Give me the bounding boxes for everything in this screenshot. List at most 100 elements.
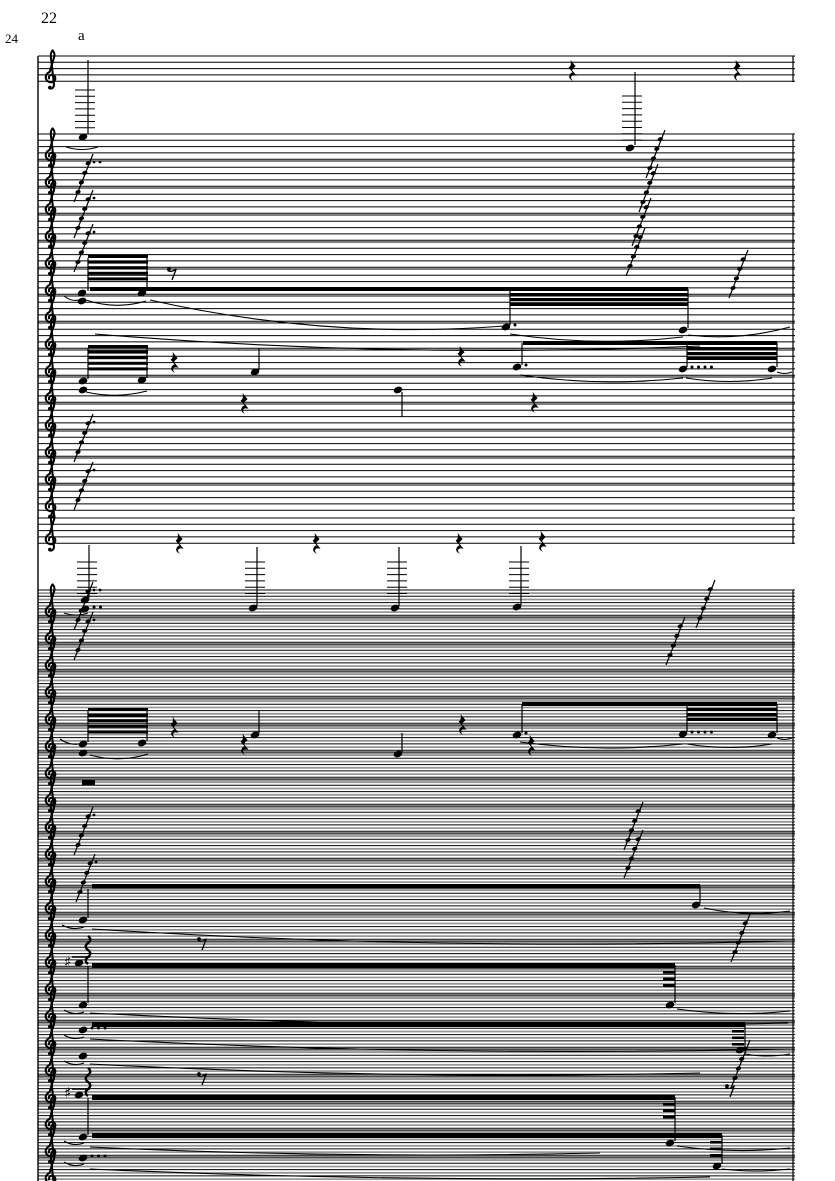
beam-stubs [710, 1141, 722, 1157]
grace-note-run [623, 829, 644, 879]
quarter-rest-icon [538, 531, 547, 552]
staff-lines [38, 589, 795, 616]
note-head [393, 750, 403, 758]
slur [89, 753, 149, 760]
note-head [137, 289, 147, 297]
slur [676, 1008, 791, 1015]
staff-shadow-lines [38, 808, 795, 836]
quarter-rest-icon [568, 60, 577, 81]
note-head [78, 1026, 107, 1034]
note-head [137, 739, 147, 747]
eighth-rest-icon [197, 937, 208, 951]
note-head [678, 365, 713, 373]
rehearsal-mark: a [78, 28, 85, 44]
beam-block [88, 255, 148, 281]
quarter-rest-icon [240, 734, 249, 755]
grace-note-run [638, 163, 659, 213]
eighth-rest-icon [167, 267, 178, 281]
arpeggio-icon [84, 1067, 92, 1097]
slur [703, 907, 791, 914]
slur [721, 1168, 791, 1172]
staff-shadow-lines [38, 619, 795, 647]
quarter-rest-icon [170, 717, 179, 738]
staff-lines [38, 832, 795, 859]
grace-note-run [75, 853, 98, 903]
slur [687, 326, 791, 338]
slur [519, 374, 684, 383]
eighth-rest-icon [197, 1072, 208, 1086]
staff-lines [38, 430, 795, 457]
note-head [78, 386, 88, 394]
staff-shadow-lines [38, 1024, 795, 1052]
staff-lines [38, 724, 795, 751]
note-head [77, 297, 87, 305]
quarter-rest-icon [240, 393, 249, 414]
quarter-rest-icon [312, 533, 321, 554]
beam-block [687, 347, 777, 360]
slur [61, 924, 85, 930]
note-head [248, 604, 258, 612]
note-head [501, 323, 517, 331]
grace-note-run [73, 461, 96, 511]
slur [85, 390, 148, 396]
grace-note-run [73, 413, 96, 463]
treble-clef-icon [44, 511, 57, 552]
note-head [74, 959, 84, 967]
quarter-rest-icon [455, 533, 464, 554]
quarter-rest-icon [170, 352, 179, 373]
quarter-rest-icon [527, 735, 536, 756]
beam-stubs [663, 971, 675, 987]
beam-block [687, 708, 777, 721]
staff-lines [38, 778, 795, 805]
grace-note-run [73, 611, 96, 661]
staff-lines [38, 55, 795, 82]
slur [519, 741, 684, 749]
staff-lines [38, 643, 795, 670]
slur [59, 738, 84, 745]
quarter-rest-icon [457, 346, 466, 367]
beam-stubs [663, 1103, 675, 1119]
staff-shadow-lines [38, 970, 795, 998]
eighth-rest-icon [725, 1084, 736, 1098]
staff-lines [38, 403, 795, 430]
staff-shadow-lines [38, 727, 795, 755]
beam-block [88, 708, 148, 734]
arpeggio-icon [84, 935, 92, 965]
staff-lines [38, 160, 795, 187]
tremolo-beam [92, 1133, 722, 1138]
note-head [512, 731, 528, 739]
note-head [78, 1154, 107, 1162]
sharp-icon: ♯ [64, 953, 71, 971]
tremolo-beam [522, 702, 777, 706]
staff-lines [38, 457, 795, 484]
slur [676, 1145, 791, 1152]
staff-shadow-lines [38, 889, 795, 917]
note-head [78, 133, 88, 141]
note-head [767, 731, 777, 739]
note-head [691, 901, 701, 909]
slur [63, 1161, 85, 1167]
note-head [665, 1139, 675, 1147]
slur [685, 377, 773, 383]
grace-note-run [728, 249, 749, 299]
slur [89, 1146, 601, 1156]
sharp-icon: ♯ [64, 1084, 71, 1102]
tremolo-beam [92, 963, 675, 968]
staff-lines [38, 805, 795, 832]
slur [686, 743, 773, 749]
note-head [393, 386, 403, 394]
whole-rest-icon [82, 780, 95, 785]
slur [63, 1009, 85, 1015]
note-head [77, 289, 87, 297]
staff-lines [38, 484, 795, 511]
staff-lines [38, 214, 795, 241]
beam-block [88, 345, 148, 371]
staff-shadow-lines [38, 1105, 795, 1133]
staff-lines [38, 751, 795, 778]
grace-note-run [665, 616, 686, 666]
staff-shadow-lines [38, 1051, 795, 1079]
grace-note-run [695, 579, 716, 629]
note-head [78, 749, 88, 757]
note-head [665, 1001, 675, 1009]
